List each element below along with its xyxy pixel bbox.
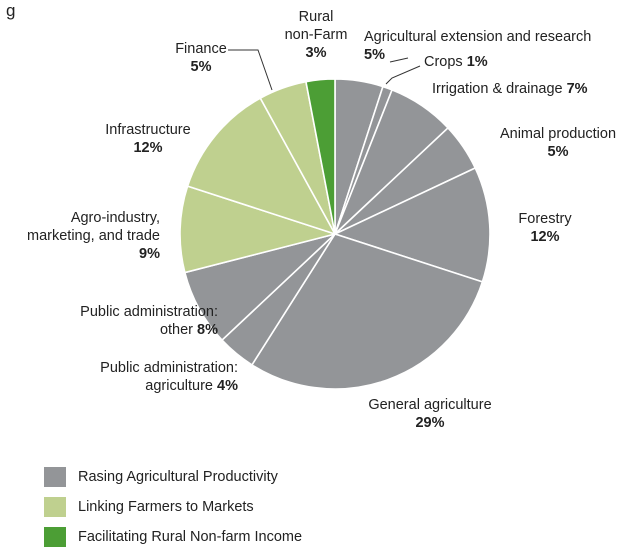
cropped-title-fragment: g xyxy=(6,1,15,20)
slice-label-line: Finance xyxy=(175,41,227,57)
pie-chart: Agricultural extension and research 5% Cro… xyxy=(6,1,616,431)
slice-label-line: Animal production xyxy=(500,126,616,142)
slice-value: 4% xyxy=(213,378,238,394)
legend: Rasing Agricultural Productivity Linking … xyxy=(44,462,302,552)
slice-label-line: Public administration: xyxy=(80,304,218,320)
slice-labels: Agricultural extension and research 5% Cro… xyxy=(27,9,616,431)
legend-item-markets: Linking Farmers to Markets xyxy=(44,492,302,522)
leader-lines xyxy=(228,49,421,91)
pie-slices xyxy=(179,78,491,390)
slice-value: 8% xyxy=(193,322,218,338)
slice-value: 5% xyxy=(548,144,569,160)
legend-swatch xyxy=(44,467,66,487)
slice-label-line: Infrastructure xyxy=(105,122,190,138)
slice-value: 7% xyxy=(563,81,588,97)
slice-label-line: Irrigation & drainage xyxy=(432,81,563,97)
leader-line xyxy=(389,57,409,63)
legend-label: Linking Farmers to Markets xyxy=(78,499,254,515)
slice-label: Crops 1% xyxy=(424,54,488,70)
pie-slice-general-agriculture xyxy=(250,233,484,390)
slice-label-line: General agriculture xyxy=(368,397,491,413)
slice-value: 5% xyxy=(364,47,385,63)
slice-value: 12% xyxy=(530,229,559,245)
slice-label: Infrastructure 12% xyxy=(105,122,190,156)
slice-value: 5% xyxy=(191,59,212,75)
leader-line xyxy=(385,65,421,85)
slice-value: 3% xyxy=(306,45,327,61)
slice-label: Agricultural extension and research 5% xyxy=(364,29,591,63)
slice-label-line: marketing, and trade xyxy=(27,228,160,244)
slice-label: Finance 5% xyxy=(175,41,227,75)
slice-label: Agro-industry, marketing, and trade 9% xyxy=(27,210,160,262)
slice-label: General agriculture 29% xyxy=(368,397,491,431)
legend-label: Rasing Agricultural Productivity xyxy=(78,469,278,485)
slice-label-line: Forestry xyxy=(518,211,572,227)
leader-line xyxy=(228,49,273,91)
pie-slice-forestry xyxy=(332,166,491,283)
slice-label-line: non-Farm xyxy=(285,27,348,43)
slice-label: Forestry 12% xyxy=(518,211,572,245)
slice-label: Irrigation & drainage 7% xyxy=(432,81,588,97)
slice-label-line: agriculture xyxy=(145,378,213,394)
slice-label-line: other xyxy=(160,322,193,338)
legend-swatch xyxy=(44,527,66,547)
legend-item-nonfarm: Facilitating Rural Non-farm Income xyxy=(44,522,302,552)
slice-value: 29% xyxy=(415,415,444,431)
slice-value: 1% xyxy=(463,54,488,70)
slice-value: 12% xyxy=(133,140,162,156)
slice-label: Animal production 5% xyxy=(500,126,616,160)
slice-label-line: Crops xyxy=(424,54,463,70)
slice-label: Public administration: other 8% xyxy=(80,304,218,338)
pie-slice-rural-non-farm xyxy=(305,78,336,235)
slice-value: 9% xyxy=(139,246,160,262)
pie-slice-infrastructure xyxy=(186,97,337,236)
slice-label: Rural non-Farm 3% xyxy=(285,9,348,61)
legend-label: Facilitating Rural Non-farm Income xyxy=(78,529,303,545)
slice-label-line: Public administration: xyxy=(100,360,238,376)
slice-label-line: Agro-industry, xyxy=(71,210,160,226)
legend-swatch xyxy=(44,497,66,517)
pie-slice-agro-industry-marketing-and-trade xyxy=(179,185,338,274)
slice-label-line: Agricultural extension and research xyxy=(364,29,591,45)
slice-label-line: Rural xyxy=(299,9,334,25)
legend-item-productivity: Rasing Agricultural Productivity xyxy=(44,462,302,492)
slice-label: Public administration: agriculture 4% xyxy=(100,360,238,394)
